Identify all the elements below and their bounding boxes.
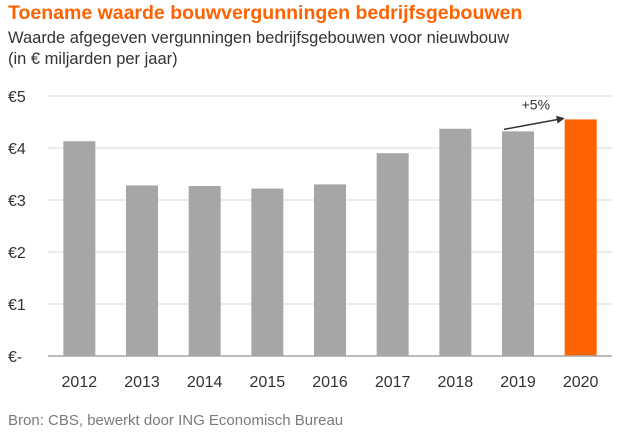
x-tick-label: 2012 <box>62 374 98 391</box>
y-tick-label: €3 <box>8 193 26 210</box>
y-tick-label: €- <box>8 349 22 366</box>
x-tick-label: 2014 <box>187 374 223 391</box>
y-tick-label: €4 <box>8 141 26 158</box>
x-tick-label: 2015 <box>250 374 286 391</box>
x-tick-label: 2017 <box>375 374 411 391</box>
chart-title: Toename waarde bouwvergunningen bedrijfs… <box>8 2 523 24</box>
bar-2014 <box>188 185 221 356</box>
tick-labels: €- €1 €2 €3 €4 €5 2012 2013 2014 2015 2016 2017 2018… <box>8 89 599 391</box>
bar-2013 <box>126 185 158 356</box>
growth-arrow <box>503 115 565 131</box>
bar-2019 <box>502 131 534 356</box>
bar-2017 <box>376 153 409 356</box>
y-tick-label: €1 <box>8 297 26 314</box>
bar-2018 <box>439 128 472 356</box>
x-tick-label: 2019 <box>500 374 536 391</box>
x-tick-label: 2016 <box>312 374 348 391</box>
growth-annotation-label: +5% <box>522 96 550 112</box>
bar-2015 <box>251 188 284 356</box>
chart-subtitle: Waarde afgegeven vergunningen bedrijfsge… <box>8 28 608 70</box>
subtitle-line-1: Waarde afgegeven vergunningen bedrijfsge… <box>8 29 510 47</box>
annotation: +5% <box>503 96 565 131</box>
x-tick-label: 2018 <box>438 374 474 391</box>
bar-2016 <box>314 184 346 356</box>
subtitle-line-2: (in € miljarden per jaar) <box>8 50 178 68</box>
y-tick-label: €2 <box>8 245 26 262</box>
bars <box>63 119 597 357</box>
y-tick-label: €5 <box>8 89 26 106</box>
x-tick-label: 2020 <box>563 374 599 391</box>
bar-2012 <box>63 141 96 356</box>
bar-2020 <box>564 119 597 357</box>
x-tick-label: 2013 <box>124 374 160 391</box>
source-note: Bron: CBS, bewerkt door ING Economisch B… <box>8 412 344 429</box>
